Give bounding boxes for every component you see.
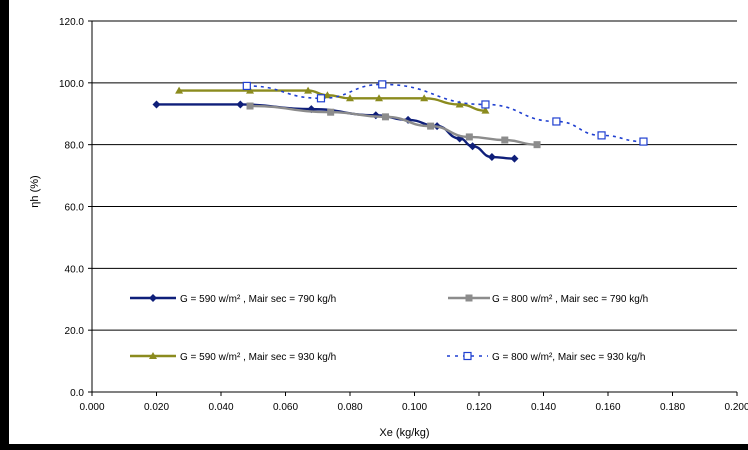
x-tick-label: 0.200 [724, 402, 748, 413]
y-tick-label: 60.0 [65, 203, 85, 214]
data-point [639, 137, 648, 146]
y-axis-title: ηh (%) [29, 175, 41, 207]
series-1 [152, 100, 519, 163]
data-point [175, 86, 184, 94]
data-point [152, 100, 161, 109]
chart-frame-left-border [0, 0, 9, 450]
y-tick-label: 20.0 [65, 326, 85, 337]
x-tick-label: 0.060 [273, 402, 298, 413]
legend-swatch-marker [149, 294, 157, 302]
data-point [304, 86, 313, 94]
legend-swatch-marker [149, 352, 157, 359]
x-tick-label: 0.140 [531, 402, 556, 413]
data-point [327, 108, 335, 116]
data-point [533, 141, 541, 149]
legend-swatch-marker [465, 294, 473, 302]
legend-label: G = 590 w/m² , Mair sec = 790 kg/h [180, 294, 336, 305]
tick-labels: 0.0 20.0 40.0 60.0 80.0 100.0 120.0 0.000 0.020 0… [59, 17, 748, 413]
data-point [427, 122, 435, 130]
data-point [487, 153, 496, 162]
data-point [316, 94, 326, 103]
x-tick-label: 0.120 [466, 402, 491, 413]
data-point [597, 131, 606, 140]
data-point [455, 100, 464, 108]
x-tick-label: 0.020 [144, 402, 169, 413]
series-line [179, 89, 486, 112]
data-point [246, 102, 254, 110]
data-point [381, 113, 389, 121]
data-point [510, 154, 519, 163]
y-tick-label: 80.0 [65, 141, 85, 152]
legend-label: G = 590 w/m² , Mair sec = 930 kg/h [180, 352, 336, 363]
data-point [378, 80, 387, 89]
data-point [468, 142, 477, 151]
x-tick-label: 0.080 [337, 402, 362, 413]
data-point [481, 100, 490, 109]
legend-entry-3: G = 590 w/m² , Mair sec = 930 kg/h [130, 352, 336, 363]
y-tick-label: 0.0 [70, 388, 84, 399]
x-tick-label: 0.040 [208, 402, 233, 413]
series-2 [246, 102, 541, 149]
legend-entry-2: G = 800 w/m² , Mair sec = 790 kg/h [448, 294, 648, 305]
legend-label: G = 800 w/m², Mair sec = 930 kg/h [492, 352, 645, 363]
series-3 [175, 86, 490, 114]
x-tick-label: 0.180 [660, 402, 685, 413]
data-point [246, 86, 255, 94]
gridlines [92, 20, 737, 331]
legend-entry-4: G = 800 w/m², Mair sec = 930 kg/h [447, 351, 645, 363]
data-point [242, 81, 251, 91]
data-series [152, 80, 648, 163]
data-point [552, 117, 561, 126]
data-point [420, 94, 429, 102]
data-point [465, 133, 473, 141]
legend-entry-1: G = 590 w/m² , Mair sec = 790 kg/h [130, 294, 336, 305]
x-tick-label: 0.000 [79, 402, 104, 413]
data-point [375, 94, 384, 102]
series-4 [242, 80, 648, 146]
x-tick-label: 0.100 [402, 402, 427, 413]
data-point [346, 94, 354, 102]
chart-frame-bottom-border [0, 444, 748, 450]
data-point [501, 136, 509, 144]
legend-label: G = 800 w/m² , Mair sec = 790 kg/h [492, 294, 648, 305]
data-point [481, 106, 490, 114]
y-tick-label: 40.0 [65, 264, 85, 275]
series-line [250, 104, 538, 146]
data-point [236, 100, 245, 109]
y-tick-label: 100.0 [59, 79, 84, 90]
legend: G = 590 w/m² , Mair sec = 790 kg/h G = 80… [130, 294, 648, 363]
axes [88, 20, 738, 396]
x-axis-title: Xe (kg/kg) [379, 427, 429, 439]
x-tick-label: 0.160 [595, 402, 620, 413]
y-tick-label: 120.0 [59, 17, 84, 28]
legend-swatch-marker [463, 351, 472, 361]
data-point [323, 91, 332, 99]
